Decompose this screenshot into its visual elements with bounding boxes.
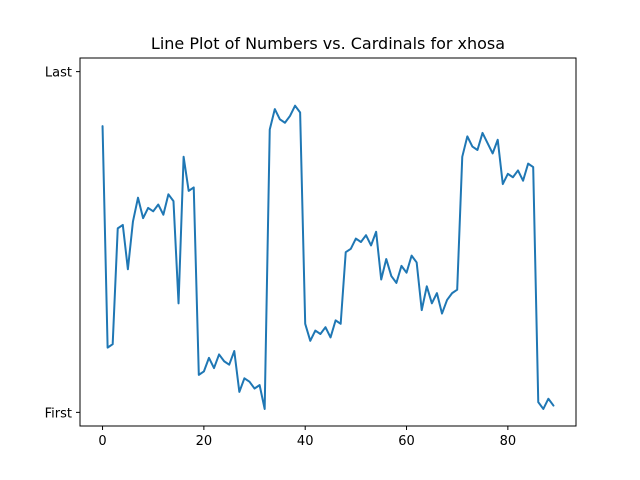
x-axis: 0 20 40 60 80: [98, 426, 516, 449]
y-tick-label: First: [45, 406, 72, 421]
axes-frame: [79, 57, 577, 427]
chart-title: Line Plot of Numbers vs. Cardinals for x…: [151, 34, 505, 53]
x-tick-label: 0: [98, 434, 106, 449]
x-tick-label: 20: [196, 434, 213, 449]
x-tick-label: 80: [500, 434, 517, 449]
series-line: [101, 104, 555, 410]
x-tick-label: 40: [297, 434, 314, 449]
y-tick-label: Last: [45, 66, 72, 81]
y-axis: First Last: [45, 66, 80, 421]
x-tick-label: 60: [398, 434, 415, 449]
